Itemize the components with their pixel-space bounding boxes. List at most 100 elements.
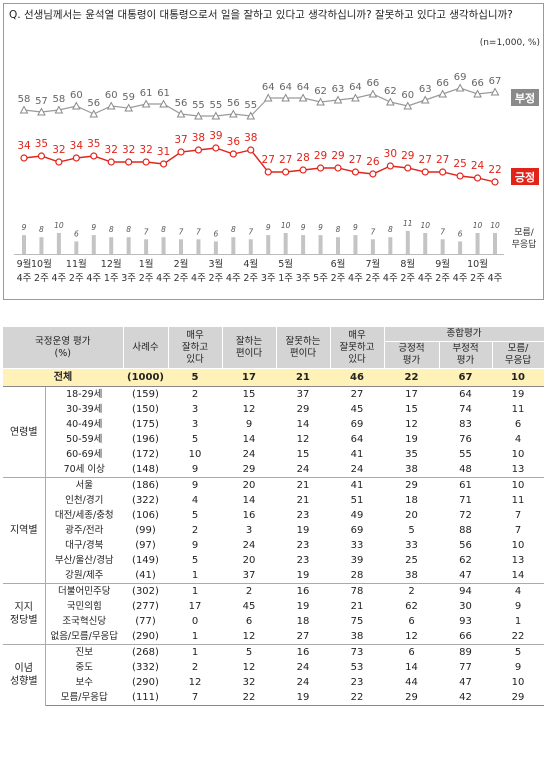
negative-point (159, 99, 168, 108)
table-cell: 64 (439, 386, 492, 402)
table-cell: 12 (242, 403, 256, 415)
positive-point (142, 158, 150, 166)
table-cell: 9 (168, 477, 222, 493)
group-label-line: 지지 (14, 602, 33, 613)
dontknow-value-label: 7 (248, 227, 253, 236)
table-cell: 19 (492, 386, 545, 402)
row-label: 대구/경북 (65, 539, 104, 551)
table-cell: 29 (296, 403, 310, 415)
table-cell: 7 (514, 524, 522, 536)
positive-point (334, 164, 342, 172)
table-cell: 24 (350, 463, 364, 475)
table-cell: 14 (405, 661, 418, 673)
x-month-label: 9월 (17, 258, 32, 270)
positive-point (159, 160, 168, 168)
table-cell: 24 (296, 661, 310, 673)
x-week-label: 2주 (470, 273, 485, 284)
table-cell: 20 (242, 554, 256, 566)
table-cell: 77 (459, 661, 472, 673)
row-n: (332) (132, 661, 159, 673)
negative-value-label: 60 (70, 90, 83, 101)
dontknow-bar (196, 239, 201, 254)
table-row: 광주/전라 (99) 2 3 19 69 5 88 7 (3, 523, 544, 538)
table-cell: 42 (439, 690, 492, 706)
dontknow-value-label: 8 (161, 225, 166, 234)
table-cell: 9 (191, 539, 199, 551)
header-c1-line3: 있다 (186, 353, 204, 365)
group-label-line: 지역별 (9, 525, 38, 536)
table-row: 모름/무응답 (111) 7 22 19 22 29 42 29 (3, 690, 545, 706)
x-week-label: 2주 (331, 273, 346, 284)
dontknow-bar (109, 237, 114, 254)
total-cell: 21 (276, 368, 330, 387)
table-cell: 35 (405, 448, 418, 460)
table-cell: 39 (350, 554, 364, 566)
negative-value-label: 62 (384, 86, 397, 97)
table-cell: 2 (191, 524, 199, 536)
total-n: (1000) (123, 368, 168, 387)
negative-value-label: 58 (53, 94, 66, 105)
row-n: (111) (123, 690, 168, 706)
negative-point (228, 109, 238, 118)
negative-value-label: 67 (489, 76, 502, 87)
x-month-label: 3월 (208, 258, 223, 270)
x-week-label: 4주 (17, 273, 32, 284)
positive-point (107, 158, 115, 166)
dontknow-value-label: 10 (281, 221, 291, 230)
x-week-label: 4주 (51, 273, 66, 284)
table-row: 인천/경기 (322) 4 14 21 51 18 71 11 (3, 493, 544, 508)
crosstab-table-wrap: 국정운영 평가 (%) 사례수 매우 잘하고 있다 잘하는 편이다 잘못하는 편… (3, 327, 545, 706)
table-row-total: 전체 (1000) 5 17 21 46 22 67 10 (3, 368, 545, 387)
dontknow-value-label: 9 (301, 223, 306, 232)
dontknow-value-label: 10 (54, 221, 64, 230)
table-cell: 1 (191, 569, 199, 581)
table-cell: 11 (511, 403, 525, 415)
negative-point (385, 97, 395, 106)
header-c1-line2: 잘하고 (181, 341, 209, 353)
header-n: 사례수 (123, 327, 169, 369)
x-week-label: 5주 (313, 273, 328, 284)
total-cell: 22 (384, 368, 439, 387)
table-cell: 11 (511, 494, 525, 506)
positive-value-label: 24 (471, 160, 485, 172)
negative-point (71, 101, 81, 110)
dontknow-bar (91, 235, 96, 254)
row-n: (290) (132, 630, 159, 642)
table-cell: 6 (245, 615, 253, 627)
header-eval: 국정운영 평가 (%) (3, 327, 124, 369)
table-cell: 5 (191, 509, 199, 521)
header-c4-line1: 매우 (348, 329, 366, 341)
table-cell: 41 (330, 477, 384, 493)
positive-point (282, 168, 290, 176)
negative-value-label: 59 (122, 92, 135, 103)
positive-value-label: 25 (453, 158, 466, 170)
table-cell: 12 (242, 661, 256, 673)
positive-point (421, 168, 429, 176)
dontknow-value-label: 8 (39, 225, 44, 234)
row-label: 부산/울산/경남 (54, 554, 114, 566)
table-cell: 24 (242, 448, 256, 460)
positive-value-label: 38 (244, 132, 257, 144)
negative-point (246, 111, 256, 120)
header-very-good: 매우 잘하고 있다 (168, 327, 223, 369)
x-week-label: 3주 (261, 273, 276, 284)
approval-trend-chart: Q. 선생님께서는 윤석열 대통령이 대통령으로서 일을 잘하고 있다고 생각하… (9, 8, 540, 284)
dontknow-bar (475, 233, 480, 254)
table-cell: 16 (276, 583, 330, 599)
dontknow-bar (370, 239, 375, 254)
x-week-label: 4주 (191, 273, 206, 284)
table-cell: 23 (296, 509, 310, 521)
row-label: 인천/경기 (65, 494, 104, 506)
dontknow-value-label: 9 (266, 223, 271, 232)
header-s2-line2: 평가 (456, 355, 475, 366)
positive-value-label: 31 (157, 146, 170, 158)
table-cell: 12 (242, 630, 256, 642)
table-cell: 64 (350, 433, 364, 445)
table-cell: 32 (242, 676, 256, 688)
x-month-label: 8월 (400, 258, 415, 270)
table-cell: 18 (296, 615, 310, 627)
positive-series-line (23, 147, 496, 183)
dontknow-value-label: 6 (458, 229, 463, 238)
table-cell: 24 (296, 676, 310, 688)
positive-point (404, 164, 412, 172)
